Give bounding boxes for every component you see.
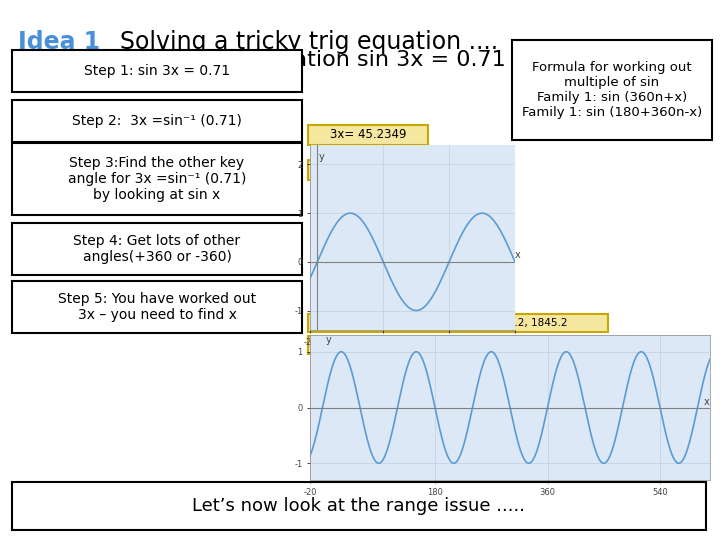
Text: 3x= 45.2, 405.2,  765.2, 1125.2, 1485.2, 1845.2: 3x= 45.2, 405.2, 765.2, 1125.2, 1485.2, … xyxy=(314,318,567,328)
Text: Step 1: sin 3x = 0.71: Step 1: sin 3x = 0.71 xyxy=(84,64,230,78)
Text: Let’s now look at the range issue .....: Let’s now look at the range issue ..... xyxy=(192,497,526,515)
Text: x: x xyxy=(703,397,709,407)
FancyBboxPatch shape xyxy=(12,482,706,530)
FancyBboxPatch shape xyxy=(308,125,428,145)
FancyBboxPatch shape xyxy=(512,40,712,140)
FancyBboxPatch shape xyxy=(308,160,428,180)
Text: x: x xyxy=(515,250,521,260)
Text: Formula for working out
multiple of sin
Family 1: sin (360n+x)
Family 1: sin (18: Formula for working out multiple of sin … xyxy=(522,61,702,119)
FancyBboxPatch shape xyxy=(12,143,302,215)
Text: y: y xyxy=(319,152,325,161)
FancyBboxPatch shape xyxy=(12,100,302,142)
Text: Or3x=134.8, 494.8, 854.8, 1214.8, 1574.8, 1934.8: Or3x=134.8, 494.8, 854.8, 1214.8, 1574.8… xyxy=(314,340,580,350)
FancyBboxPatch shape xyxy=(12,50,302,92)
Text: Step 4: Get lots of other
angles(+360 or -360): Step 4: Get lots of other angles(+360 or… xyxy=(73,234,240,264)
Text: Step 2:  3x =sin⁻¹ (0.71): Step 2: 3x =sin⁻¹ (0.71) xyxy=(72,114,242,128)
FancyBboxPatch shape xyxy=(308,314,608,332)
Text: Solving a tricky trig equation ....: Solving a tricky trig equation .... xyxy=(120,30,498,54)
Text: Step 3:Find the other key
angle for 3x =sin⁻¹ (0.71)
by looking at sin x: Step 3:Find the other key angle for 3x =… xyxy=(68,156,246,202)
Text: y: y xyxy=(325,335,331,346)
Text: Step 5: You have worked out
3x – you need to find x: Step 5: You have worked out 3x – you nee… xyxy=(58,292,256,322)
Text: Or3x = 134.8: Or3x = 134.8 xyxy=(328,164,408,177)
FancyBboxPatch shape xyxy=(12,223,302,275)
Text: Idea 1: Idea 1 xyxy=(18,30,100,54)
Text: Question – Solve the equation sin 3x = 0.71: Question – Solve the equation sin 3x = 0… xyxy=(15,50,505,70)
FancyBboxPatch shape xyxy=(308,336,608,354)
Text: 3x= 45.2349: 3x= 45.2349 xyxy=(330,129,406,141)
FancyBboxPatch shape xyxy=(12,281,302,333)
